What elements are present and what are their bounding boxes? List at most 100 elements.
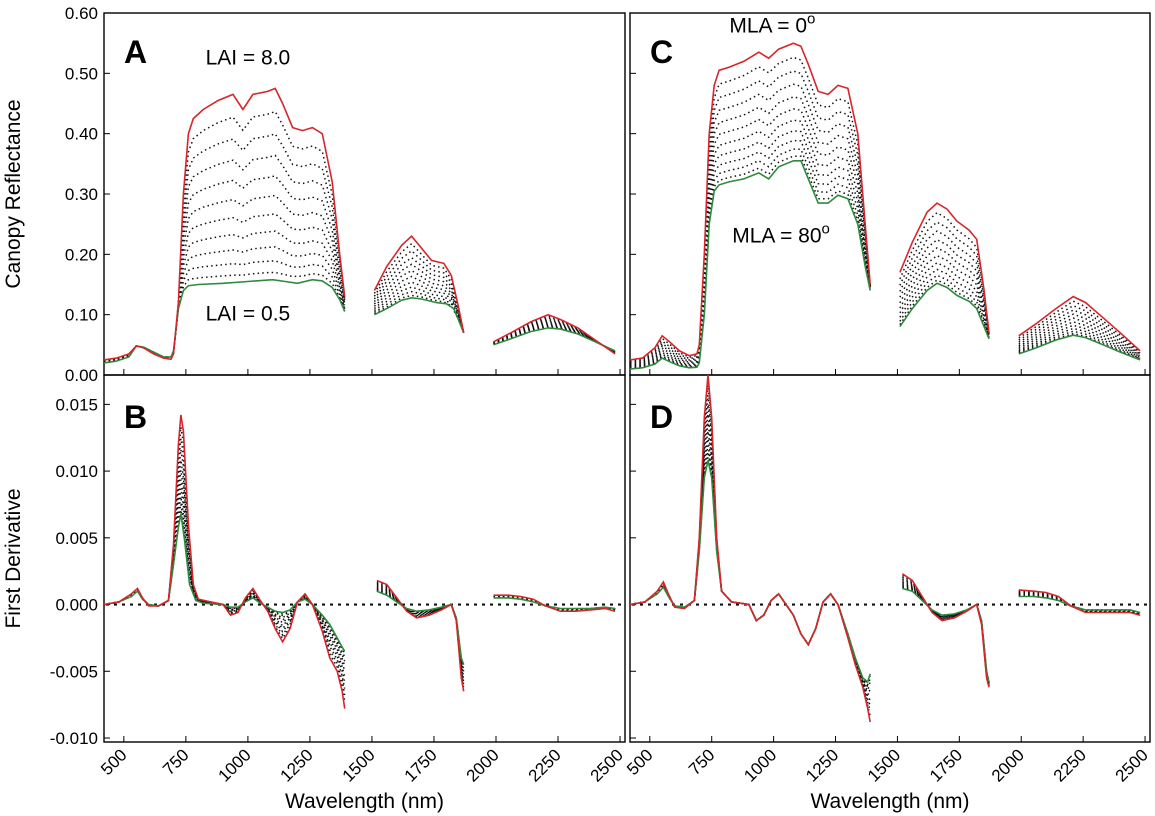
top-series-line	[103, 414, 346, 709]
intermediate-series-line	[629, 413, 871, 701]
x-tick-label: 1750	[926, 745, 966, 785]
intermediate-series-line	[902, 581, 990, 685]
x-tick-label: 2500	[587, 745, 627, 785]
y-axis-title: Canopy Reflectance	[2, 99, 25, 288]
intermediate-series-line	[103, 133, 346, 362]
intermediate-series-line	[1018, 304, 1141, 354]
intermediate-series-line	[373, 281, 465, 334]
intermediate-series-line	[629, 422, 871, 696]
panel-d: D 500 750 1000 1250 1500 1750 2000 2250 2500 Wavel…	[623, 374, 1152, 813]
intermediate-series-line	[902, 576, 990, 687]
intermediate-series-line	[376, 589, 465, 668]
intermediate-series-line	[103, 503, 346, 658]
top-series-line	[1018, 295, 1141, 352]
intermediate-series-line	[629, 139, 871, 369]
intermediate-series-line	[629, 456, 871, 685]
top-series-line	[899, 202, 990, 333]
intermediate-series-line	[493, 315, 616, 355]
intermediate-series-line	[899, 247, 990, 337]
intermediate-series-line	[1018, 324, 1141, 359]
top-series-line	[493, 594, 616, 612]
intermediate-series-line	[103, 154, 346, 362]
intermediate-series-line	[902, 587, 990, 683]
intermediate-series-line	[899, 261, 990, 338]
plot-frame	[103, 12, 626, 376]
x-tick-label: 2500	[1112, 745, 1152, 785]
x-tick-label: 1250	[277, 745, 317, 785]
bottom-series-line	[376, 590, 465, 665]
intermediate-series-line	[1018, 589, 1141, 616]
bottom-series-line	[493, 597, 616, 610]
x-tick-label: 1250	[802, 745, 842, 785]
intermediate-series-line	[374, 294, 465, 334]
plot-frame	[629, 374, 1151, 743]
intermediate-series-line	[103, 509, 346, 654]
intermediate-series-line	[629, 148, 871, 369]
intermediate-series-line	[629, 108, 871, 366]
intermediate-series-line	[899, 238, 990, 336]
x-tick-label: 750	[685, 745, 718, 778]
x-tick-label: 2250	[525, 745, 565, 785]
intermediate-series-line	[103, 470, 346, 677]
intermediate-series-line	[373, 286, 465, 334]
intermediate-series-line	[902, 585, 990, 684]
y-tick-label: 0.015	[55, 395, 98, 414]
panel-letter: D	[650, 399, 673, 435]
intermediate-series-line	[629, 445, 871, 688]
bottom-series-line	[902, 587, 990, 683]
intermediate-series-line	[902, 586, 990, 683]
x-tick-label: 750	[159, 745, 192, 778]
intermediate-series-line	[629, 56, 871, 362]
panel-letter: A	[124, 34, 147, 70]
top-series-line	[629, 374, 871, 723]
top-series-line	[103, 87, 346, 361]
y-tick-label: 0.005	[55, 529, 98, 548]
y-tick-label: 0.60	[65, 4, 98, 23]
annotation-text: LAI = 0.5	[206, 303, 291, 326]
intermediate-series-line	[1018, 321, 1141, 358]
top-series-line	[1018, 589, 1141, 616]
intermediate-series-line	[899, 230, 990, 336]
intermediate-series-line	[103, 488, 346, 667]
intermediate-series-line	[373, 242, 465, 333]
annotation: LAI = 0.5	[206, 303, 291, 326]
y-tick-label: 0.40	[65, 125, 98, 144]
intermediate-series-line	[1018, 300, 1141, 353]
intermediate-series-line	[899, 211, 990, 334]
intermediate-series-line	[1018, 332, 1141, 361]
annotation-text: MLA = 0	[729, 14, 807, 37]
panel-a: A 0.00 0.10 0.20 0.30 0.40 0.50 0.60 Canopy Refl…	[2, 4, 626, 385]
intermediate-series-line	[376, 587, 465, 672]
y-tick-label: 0.10	[65, 306, 98, 325]
y-tick-label: 0.30	[65, 185, 98, 204]
intermediate-series-line	[373, 290, 465, 334]
top-series-line	[629, 42, 871, 361]
annotation: LAI = 8.0	[206, 46, 291, 69]
intermediate-series-line	[373, 263, 465, 333]
intermediate-series-line	[899, 268, 990, 339]
intermediate-series-line	[1018, 309, 1141, 355]
intermediate-series-line	[103, 438, 346, 696]
annotation: MLA = 80o	[732, 220, 830, 247]
y-tick-label: -0.010	[50, 729, 98, 748]
intermediate-series-line	[376, 585, 465, 677]
intermediate-series-line	[376, 586, 465, 674]
intermediate-series-line	[1018, 330, 1141, 360]
x-tick-label: 2250	[1050, 745, 1090, 785]
bottom-series-line	[629, 460, 871, 684]
intermediate-series-line	[373, 256, 465, 333]
intermediate-series-line	[373, 275, 465, 334]
top-series-line	[376, 579, 465, 692]
intermediate-series-line	[376, 583, 465, 683]
intermediate-series-line	[376, 588, 465, 670]
intermediate-series-line	[376, 590, 465, 666]
y-tick-label: 0.010	[55, 462, 98, 481]
intermediate-series-line	[629, 130, 871, 368]
intermediate-series-line	[899, 279, 990, 339]
intermediate-series-line	[899, 254, 990, 337]
annotation-text: LAI = 8.0	[206, 46, 291, 69]
bottom-series-line	[899, 282, 990, 340]
intermediate-series-line	[629, 70, 871, 363]
